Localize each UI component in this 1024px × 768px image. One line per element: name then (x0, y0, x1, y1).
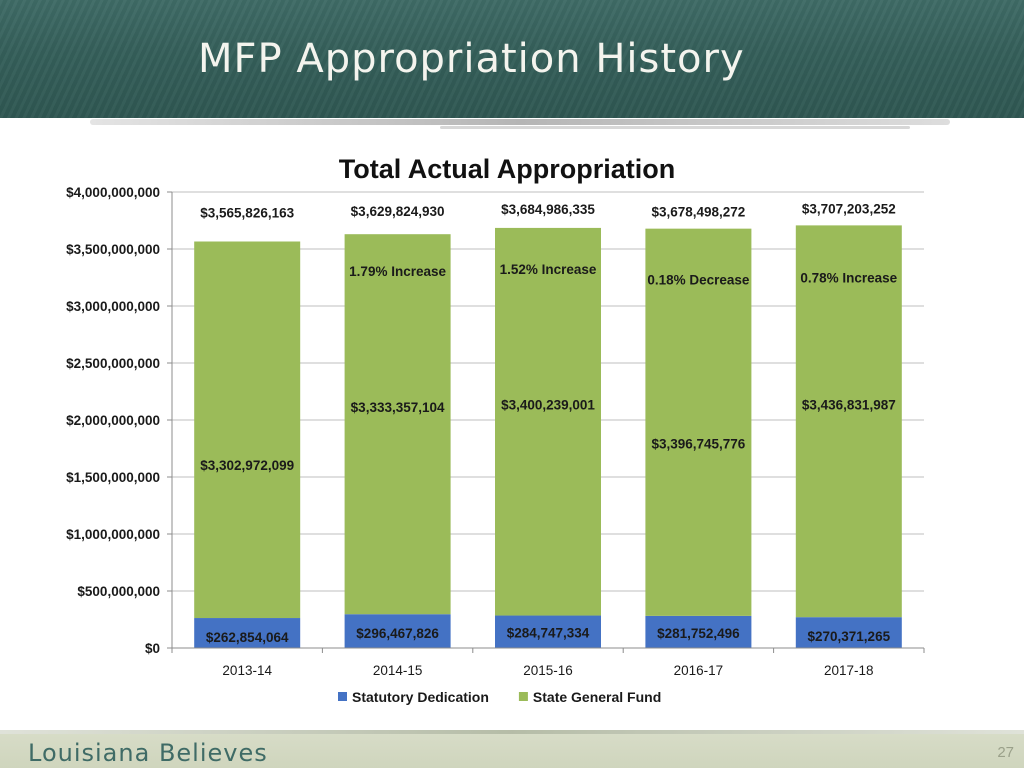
bar-statutory-dedication (495, 615, 601, 648)
page-number: 27 (997, 744, 1014, 761)
data-labels: $262,854,064 $3,302,972,099 $3,565,826,163… (200, 201, 897, 645)
y-tick-label: $0 (145, 641, 160, 656)
data-label-state-general-fund: $3,302,972,099 (200, 458, 294, 473)
axes (171, 192, 925, 653)
title-banner (0, 0, 1024, 118)
data-label-state-general-fund: $3,400,239,001 (501, 398, 595, 413)
bar-state-general-fund (344, 234, 451, 615)
bar-state-general-fund (795, 225, 902, 618)
bar-state-general-fund (495, 227, 601, 616)
data-label-total: $3,678,498,272 (651, 205, 745, 220)
footer-bar (0, 734, 1024, 768)
data-label-statutory-dedication: $281,752,496 (657, 626, 740, 641)
x-tick-label: 2017-18 (824, 663, 874, 678)
legend-swatch (518, 692, 528, 701)
y-axis-ticks: $0 $500,000,000 $1,000,000,000 $1,500,000,0… (66, 185, 172, 656)
x-tick-label: 2014-15 (373, 663, 423, 678)
x-tick-label: 2015-16 (523, 663, 573, 678)
legend-label: Statutory Dedication (352, 689, 489, 705)
bar-statutory-dedication (645, 615, 752, 648)
bar-statutory-dedication (795, 617, 902, 648)
y-tick-label: $3,000,000,000 (66, 299, 160, 314)
legend-label: State General Fund (533, 689, 661, 705)
chalk-divider-secondary (440, 126, 910, 129)
bar-statutory-dedication (344, 614, 451, 648)
y-tick-label: $1,500,000,000 (66, 470, 160, 485)
y-tick-label: $2,000,000,000 (66, 413, 160, 428)
y-tick-label: $1,000,000,000 (66, 527, 160, 542)
annotation-change: 1.79% Increase (349, 264, 446, 279)
legend-swatch (338, 692, 347, 701)
data-label-state-general-fund: $3,436,831,987 (802, 397, 896, 412)
annotation-change: 0.78% Increase (800, 270, 897, 285)
data-label-total: $3,684,986,335 (501, 202, 595, 217)
data-label-statutory-dedication: $296,467,826 (356, 626, 439, 641)
data-label-statutory-dedication: $270,371,265 (808, 629, 891, 644)
annotation-change: 1.52% Increase (500, 262, 597, 277)
bar-state-general-fund (645, 228, 752, 616)
data-label-total: $3,565,826,163 (200, 205, 294, 220)
annotation-change: 0.18% Decrease (647, 273, 750, 288)
bars (194, 225, 902, 648)
footer-brand: Louisiana Believes (28, 739, 268, 767)
data-label-statutory-dedication: $262,854,064 (206, 630, 289, 645)
y-tick-label: $3,500,000,000 (66, 242, 160, 257)
x-tick-label: 2016-17 (674, 663, 724, 678)
footer-divider (0, 730, 1024, 735)
data-label-state-general-fund: $3,396,745,776 (651, 436, 745, 451)
chart-title: Total Actual Appropriation (339, 154, 676, 184)
y-tick-label: $2,500,000,000 (66, 356, 160, 371)
bar-statutory-dedication (194, 618, 301, 648)
x-tick-label: 2013-14 (222, 663, 272, 678)
y-tick-label: $500,000,000 (77, 584, 160, 599)
slide-title: MFP Appropriation History (198, 36, 745, 82)
data-label-total: $3,629,824,930 (351, 204, 445, 219)
data-label-total: $3,707,203,252 (802, 201, 896, 216)
data-label-statutory-dedication: $284,747,334 (507, 626, 590, 641)
data-label-state-general-fund: $3,333,357,104 (351, 400, 445, 415)
chalk-divider (90, 119, 950, 125)
legend: Statutory Dedication State General Fund (338, 689, 661, 705)
chart: $0 $500,000,000 $1,000,000,000 $1,500,000,0… (66, 154, 925, 705)
x-axis-ticks: 2013-14 2014-15 2015-16 2016-17 2017-18 (222, 663, 873, 678)
bar-state-general-fund (194, 241, 301, 619)
y-tick-label: $4,000,000,000 (66, 185, 160, 200)
